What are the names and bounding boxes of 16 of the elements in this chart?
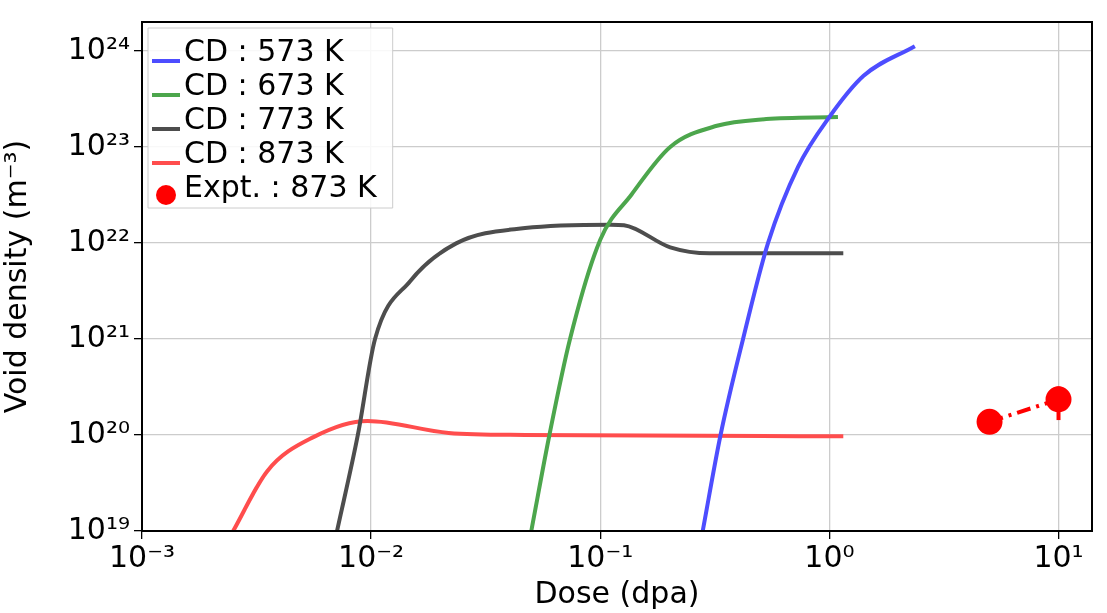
legend-label: CD : 673 K — [184, 66, 346, 102]
y-tick-label: 10²⁴ — [67, 30, 130, 66]
y-tick-label: 10²¹ — [67, 318, 130, 354]
x-tick-label: 10⁻¹ — [567, 538, 634, 574]
legend-label: CD : 573 K — [184, 32, 346, 68]
y-tick-label: 10²² — [67, 222, 130, 258]
x-axis-title: Dose (dpa) — [534, 574, 700, 610]
y-tick-label: 10²⁰ — [67, 414, 130, 450]
legend-label: CD : 773 K — [184, 100, 346, 136]
x-tick-label: 10¹ — [1033, 538, 1084, 574]
legend-label: CD : 873 K — [184, 134, 346, 170]
y-axis-title: Void density (m⁻³) — [0, 139, 33, 414]
x-tick-label: 10⁰ — [804, 538, 855, 574]
y-tick-label: 10²³ — [67, 126, 130, 162]
x-tick-label: 10⁻² — [338, 538, 405, 574]
legend-label: Expt. : 873 K — [184, 168, 379, 204]
